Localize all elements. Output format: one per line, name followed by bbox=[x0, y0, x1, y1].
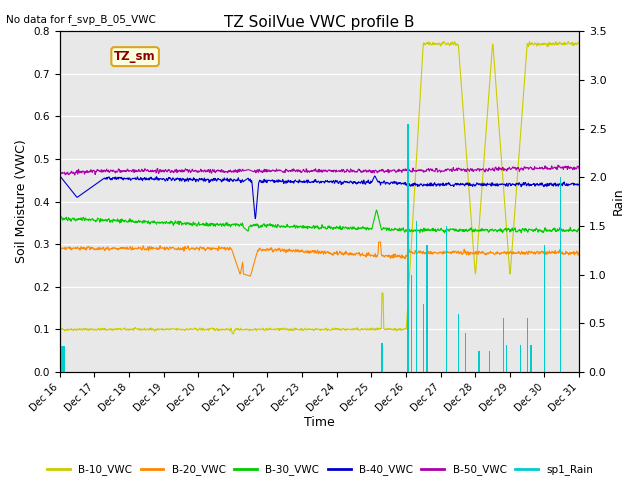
Legend: B-10_VWC, B-20_VWC, B-30_VWC, B-40_VWC, B-50_VWC, sp1_Rain: B-10_VWC, B-20_VWC, B-30_VWC, B-40_VWC, … bbox=[43, 460, 597, 480]
Text: No data for f_svp_B_05_VWC: No data for f_svp_B_05_VWC bbox=[6, 14, 156, 25]
Y-axis label: Soil Moisture (VWC): Soil Moisture (VWC) bbox=[15, 140, 28, 264]
Title: TZ SoilVue VWC profile B: TZ SoilVue VWC profile B bbox=[224, 15, 415, 30]
Y-axis label: Rain: Rain bbox=[612, 188, 625, 216]
Text: TZ_sm: TZ_sm bbox=[115, 50, 156, 63]
X-axis label: Time: Time bbox=[304, 416, 335, 429]
